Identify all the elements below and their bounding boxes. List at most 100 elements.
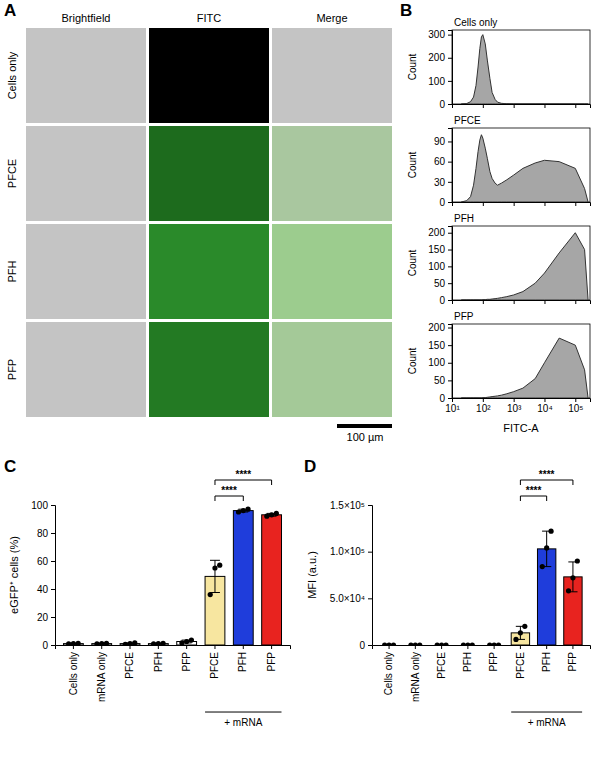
tick: 300 <box>428 29 452 40</box>
micrograph <box>26 28 146 123</box>
row-label: PFH <box>6 260 18 282</box>
tick-mark <box>467 645 468 649</box>
tick-label: 50 <box>434 278 446 289</box>
tick-mark <box>483 398 484 402</box>
tick-mark <box>448 141 452 142</box>
data-point <box>208 592 213 597</box>
tick: 50 <box>434 375 452 386</box>
data-point <box>161 641 166 645</box>
tick-label: 100 <box>428 261 445 272</box>
data-point <box>566 588 571 593</box>
tick-label: 10³ <box>507 403 522 414</box>
axis-line <box>453 105 591 109</box>
tick-label: 150 <box>428 340 445 351</box>
data-point <box>439 642 444 645</box>
histogram <box>461 233 588 300</box>
tick-label: 200 <box>428 322 445 333</box>
axis-line <box>373 646 591 650</box>
tick-mark <box>186 645 187 649</box>
y-axis: 0306090 <box>434 129 453 208</box>
plot-area <box>461 338 588 398</box>
tick: Cells only <box>68 645 79 695</box>
tick-mark <box>243 645 244 649</box>
tick-mark <box>452 104 453 108</box>
tick: 200 <box>428 227 452 238</box>
tick-mark <box>494 645 495 649</box>
axis-line <box>448 31 453 105</box>
tick-label: 100 <box>428 76 445 87</box>
tick-label: PFCE <box>124 652 135 679</box>
tick: PFP <box>488 645 499 671</box>
tick <box>452 300 453 304</box>
axis-line <box>368 506 373 646</box>
scale-bar-label: 100 µm <box>347 431 384 443</box>
tick-label: 60 <box>434 156 446 167</box>
axis-line <box>51 506 56 646</box>
plot-area <box>461 35 588 104</box>
tick: PFCE <box>436 645 447 679</box>
histogram-title: Cells only <box>454 17 497 28</box>
micrograph <box>149 126 269 221</box>
tick-mark <box>448 266 452 267</box>
histogram <box>461 35 588 104</box>
tick-mark <box>448 328 452 329</box>
tick-mark <box>483 104 484 108</box>
tick-mark <box>448 81 452 82</box>
tick <box>575 202 576 206</box>
tick-label: PFP <box>181 652 192 672</box>
bar <box>262 515 282 645</box>
tick-label: 200 <box>428 52 445 63</box>
tick: 50 <box>434 278 452 289</box>
tick-mark <box>73 645 74 649</box>
tick-mark <box>448 398 452 399</box>
error-bar <box>568 562 577 592</box>
data-point <box>212 565 217 570</box>
tick: PFP <box>266 645 277 671</box>
tick: 150 <box>428 244 452 255</box>
tick-label: 0 <box>439 99 445 110</box>
tick-mark <box>448 363 452 364</box>
tick-mark <box>415 645 416 649</box>
data-point <box>386 642 391 645</box>
tick <box>452 104 453 108</box>
data-point <box>461 642 466 645</box>
y-axis: 0 50 100 150 200 <box>428 227 452 306</box>
tick-mark <box>368 552 372 553</box>
data-point <box>76 641 81 645</box>
tick-label: 50 <box>434 375 446 386</box>
tick <box>483 300 484 304</box>
column-header: FITC <box>197 12 221 24</box>
tick-label: 80 <box>37 528 49 539</box>
data-point <box>236 509 241 514</box>
tick: 0 <box>439 295 452 306</box>
error-bar-stem <box>214 560 215 592</box>
axis-line <box>453 301 591 305</box>
tick-mark <box>448 283 452 284</box>
tick-mark <box>544 398 545 402</box>
group-line <box>511 712 582 713</box>
data-point <box>413 642 418 645</box>
y-axis-title: Count <box>407 151 418 178</box>
tick: 1.0×10⁵ <box>330 546 372 557</box>
tick: 80 <box>37 528 55 539</box>
tick: 20 <box>37 612 55 623</box>
tick-label: PFP <box>567 652 578 672</box>
tick-label: PFCE <box>515 652 526 679</box>
data-point <box>496 642 501 645</box>
tick-label: mRNA only <box>96 652 107 702</box>
x-axis: Cells onlymRNA onlyPFCEPFHPFPPFCEPFHPFP <box>373 645 591 702</box>
tick: 90 <box>434 136 452 147</box>
data-point <box>575 558 580 563</box>
panel-letter: C <box>4 457 16 476</box>
panel-letter: D <box>304 457 316 476</box>
tick-label: 200 <box>428 227 445 238</box>
histogram-title: PFP <box>454 311 474 322</box>
tick: mRNA only <box>410 645 421 702</box>
x-axis-title: FITC-A <box>503 422 539 434</box>
tick-label: 90 <box>434 136 446 147</box>
tick-mark <box>452 300 453 304</box>
group-label: + mRNA <box>224 717 262 728</box>
axis-line <box>56 646 291 650</box>
tick-mark <box>448 300 452 301</box>
tick-label: 0 <box>359 640 365 651</box>
